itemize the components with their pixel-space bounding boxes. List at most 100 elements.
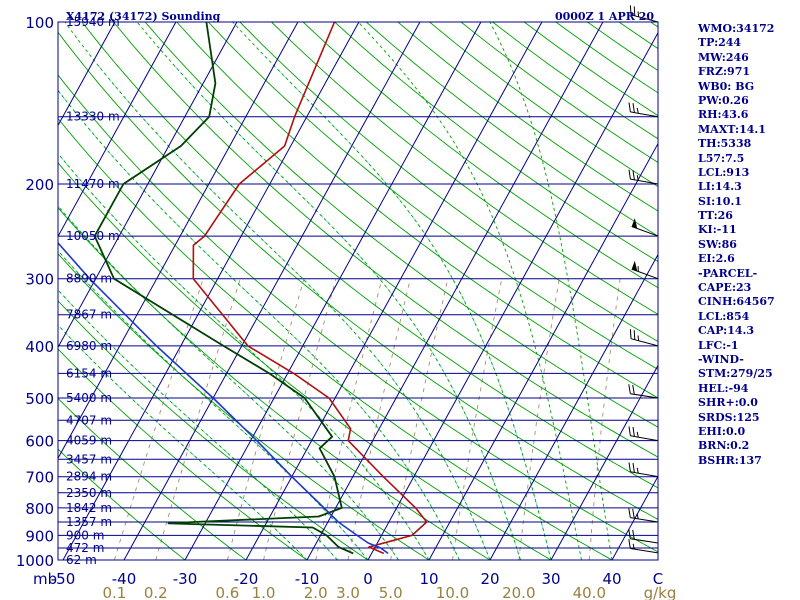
wind-barb bbox=[628, 102, 659, 118]
isobars bbox=[58, 22, 658, 560]
height-label: 11470 m bbox=[66, 177, 120, 191]
temperature-tick-label: -40 bbox=[112, 570, 137, 588]
height-label: 6980 m bbox=[66, 339, 112, 353]
wind-barb bbox=[628, 529, 659, 544]
mixing-ratio-label: 0.2 bbox=[144, 584, 168, 600]
mixing-ratio-label: 2.0 bbox=[304, 584, 328, 600]
index-item: RH:43.6 bbox=[698, 108, 749, 122]
temperature-tick-label: -50 bbox=[51, 570, 76, 588]
mixing-ratio-label: 0.1 bbox=[102, 584, 126, 600]
isotherm-line bbox=[58, 22, 177, 238]
index-item: LI:14.3 bbox=[698, 180, 742, 194]
height-label: 2350 m bbox=[66, 486, 112, 500]
index-item: TH:5338 bbox=[698, 137, 752, 151]
temperature-tick-label: 40 bbox=[602, 570, 621, 588]
height-label: 6154 m bbox=[66, 366, 112, 380]
mixing-ratio-label: 3.0 bbox=[336, 584, 360, 600]
wind-barbs bbox=[628, 5, 659, 554]
stability-indices: WMO:34172 TP:244 MW:246 FRZ:971 WB0: BG … bbox=[698, 22, 798, 468]
height-label: 13330 m bbox=[66, 110, 120, 124]
index-item: BSHR:137 bbox=[698, 453, 762, 467]
index-item: LCL:913 bbox=[698, 165, 750, 179]
index-item: CINH:64567 bbox=[698, 295, 775, 309]
isotherm-line bbox=[62, 22, 360, 560]
sounding-time: 0000Z 1 APR 20 bbox=[555, 10, 654, 23]
index-item: SI:10.1 bbox=[698, 194, 742, 208]
mixing-ratio-label: 40.0 bbox=[573, 584, 606, 600]
wind-barb bbox=[629, 329, 659, 347]
isotherm-line bbox=[489, 253, 658, 560]
index-item: WB0: BG bbox=[698, 79, 755, 93]
pressure-tick-label: 300 bbox=[25, 271, 54, 289]
dewpoint-trace bbox=[93, 22, 354, 555]
height-label: 1842 m bbox=[66, 501, 112, 515]
wet-bulb-line bbox=[97, 64, 491, 560]
height-label: 2894 m bbox=[66, 470, 112, 484]
pressure-tick-label: 900 bbox=[25, 527, 54, 545]
pressure-tick-label: 600 bbox=[25, 433, 54, 451]
temperature-trace bbox=[192, 22, 428, 555]
mixing-ratio-label: 0.6 bbox=[215, 584, 239, 600]
index-item: EHI:0.0 bbox=[698, 424, 746, 438]
index-item: CAPE:23 bbox=[698, 281, 752, 295]
pressure-tick-label: 700 bbox=[25, 469, 54, 487]
height-label: 4059 m bbox=[66, 434, 112, 448]
mixing-ratio-line bbox=[263, 278, 337, 560]
index-item: LCL:854 bbox=[698, 309, 750, 323]
mixing-ratio-line bbox=[315, 278, 383, 560]
temperature-tick-label: -30 bbox=[173, 570, 198, 588]
pressure-tick-label: 500 bbox=[25, 390, 54, 408]
index-section-parcel: -PARCEL- bbox=[698, 266, 758, 280]
mixing-ratio-label: 20.0 bbox=[502, 584, 535, 600]
index-item: LFC:-1 bbox=[698, 338, 739, 352]
isotherm-line bbox=[306, 22, 604, 560]
index-item: SHR+:0.0 bbox=[698, 396, 758, 410]
wet-bulb-line bbox=[58, 289, 338, 560]
isotherm-line bbox=[245, 22, 543, 560]
plot-frame bbox=[57, 21, 659, 561]
wind-barb bbox=[628, 508, 659, 523]
mixing-ratio-unit: g/kg bbox=[644, 584, 677, 600]
height-label: 8890 m bbox=[66, 272, 112, 286]
temperature-tick-label: 20 bbox=[480, 570, 499, 588]
index-item: WMO:34172 bbox=[698, 22, 775, 35]
index-item: MW:246 bbox=[698, 50, 749, 64]
isotherms bbox=[58, 22, 658, 560]
isotherm-line bbox=[550, 364, 658, 560]
temperature-tick-label: 30 bbox=[541, 570, 560, 588]
pressure-tick-label: 1000 bbox=[16, 552, 54, 570]
parcel-trace bbox=[58, 241, 389, 555]
temperature-unit-label: C bbox=[653, 570, 663, 588]
wind-barb bbox=[631, 218, 659, 237]
index-item: PW:0.26 bbox=[698, 93, 749, 107]
mixing-ratio-label: 5.0 bbox=[379, 584, 403, 600]
height-label: 3457 m bbox=[66, 452, 112, 466]
mixing-ratio-line bbox=[113, 278, 204, 560]
wind-barb bbox=[628, 462, 659, 478]
index-item: HEL:-94 bbox=[698, 381, 749, 395]
pressure-tick-label: 200 bbox=[25, 176, 54, 194]
index-item: STM:279/25 bbox=[698, 367, 773, 381]
sounding-traces bbox=[58, 22, 428, 555]
temperature-tick-label: -20 bbox=[234, 570, 259, 588]
index-item: L57:7.5 bbox=[698, 151, 745, 165]
index-item: BRN:0.2 bbox=[698, 439, 750, 453]
mixing-ratio-label: 1.0 bbox=[252, 584, 276, 600]
index-item: SRDS:125 bbox=[698, 410, 760, 424]
height-label: 7867 m bbox=[66, 308, 112, 322]
height-label: 4707 m bbox=[66, 413, 112, 427]
mixing-ratio-label: 10.0 bbox=[436, 584, 469, 600]
mixing-ratio-line bbox=[155, 278, 241, 560]
height-label: 472 m bbox=[66, 541, 104, 555]
isotherm-line bbox=[428, 142, 658, 560]
mixing-ratio-line bbox=[226, 278, 305, 560]
index-item: EI:2.6 bbox=[698, 252, 735, 266]
wind-barb bbox=[631, 260, 659, 280]
isotherm-line bbox=[58, 22, 116, 127]
isotherm-line bbox=[58, 22, 238, 349]
index-section-wind: -WIND- bbox=[698, 352, 744, 366]
isotherm-line bbox=[184, 22, 482, 560]
height-label: 15940 m bbox=[66, 15, 120, 29]
